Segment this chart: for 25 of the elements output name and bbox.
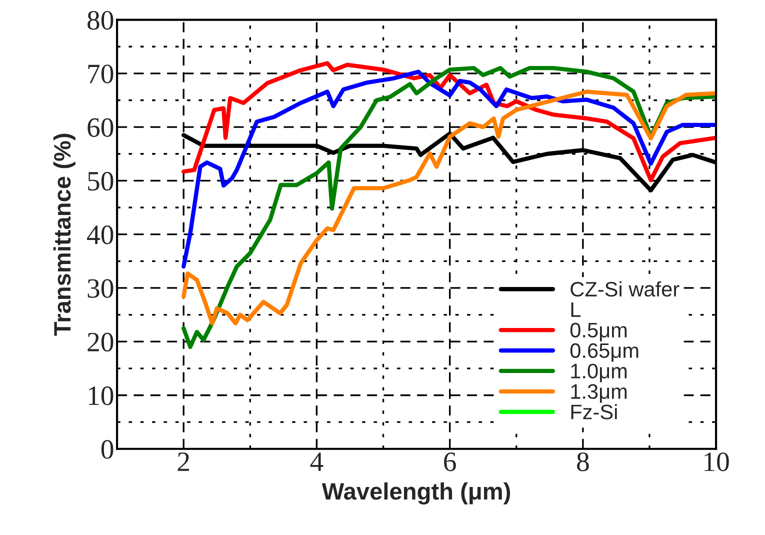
x-tick-label: 10	[704, 452, 729, 472]
x-axis-title: Wavelength (μm)	[322, 482, 510, 505]
line-series	[182, 61, 716, 182]
x-tick-label: 4	[310, 452, 324, 471]
legend-label: Fz-Si	[571, 404, 617, 420]
legend-label: 1.3μm	[571, 384, 627, 403]
x-tick-label: 2	[178, 452, 190, 471]
legend-label: CZ-Si wafer	[570, 281, 680, 297]
y-tick-label: 10	[88, 386, 114, 406]
x-tick-label: 6	[444, 452, 456, 472]
y-tick-label: 80	[88, 10, 114, 30]
x-tick-label: 8	[577, 452, 589, 472]
y-tick-label: 20	[88, 332, 114, 352]
text: L	[571, 302, 581, 317]
y-axis-title: Transmittance (%)	[53, 134, 76, 336]
y-tick-label: 30	[88, 279, 114, 298]
y-tick-label: 40	[87, 225, 114, 244]
y-tick-label: 50	[88, 172, 114, 191]
y-tick-label: 70	[88, 64, 114, 84]
line-series	[182, 70, 716, 269]
legend-label: 1.0μm	[571, 364, 627, 382]
legend-label: 0.5μm	[570, 322, 627, 342]
y-tick-label: 0	[101, 440, 114, 459]
y-tick-label: 60	[88, 118, 114, 137]
legend-label: 0.65μm	[570, 343, 638, 362]
